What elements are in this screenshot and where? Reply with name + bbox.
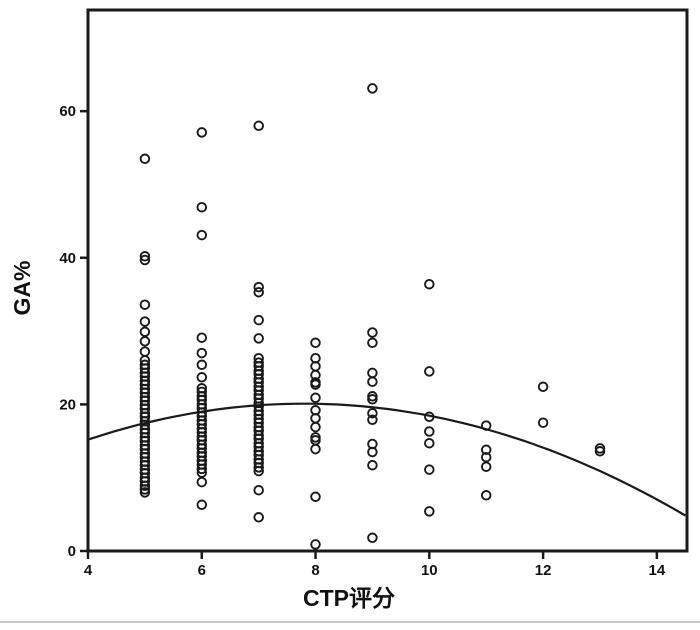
data-point <box>253 314 264 326</box>
data-point <box>196 372 208 383</box>
data-point <box>196 229 208 241</box>
data-point <box>424 506 435 517</box>
data-point <box>196 499 208 511</box>
data-point <box>480 444 492 456</box>
data-point <box>253 465 264 477</box>
data-point <box>139 480 151 492</box>
data-point <box>367 414 378 426</box>
y-tick-label: 0 <box>68 543 76 560</box>
data-point <box>196 201 208 213</box>
data-point <box>253 281 264 293</box>
data-points-group <box>139 83 606 550</box>
data-point <box>196 359 208 371</box>
data-point <box>253 120 264 132</box>
data-point <box>480 420 492 431</box>
y-axis-label: GA% <box>9 261 35 316</box>
data-point <box>253 333 264 344</box>
data-point <box>480 461 492 472</box>
data-point <box>480 490 492 501</box>
data-point <box>196 463 208 475</box>
data-point <box>310 421 321 433</box>
data-point <box>139 153 151 165</box>
x-tick-label: 14 <box>649 562 666 579</box>
x-tick-label: 10 <box>421 562 438 579</box>
data-point <box>367 367 378 379</box>
data-point <box>367 327 378 338</box>
data-point <box>196 476 208 488</box>
x-tick-label: 4 <box>84 562 93 579</box>
data-point <box>367 532 378 544</box>
data-point <box>310 539 321 550</box>
data-point <box>253 484 264 496</box>
data-point <box>139 299 151 310</box>
data-point <box>139 316 151 327</box>
data-point <box>424 411 435 423</box>
fit-curve-group <box>87 402 686 517</box>
data-point <box>424 426 435 437</box>
axis-tick-labels: 4 6 8 10 12 14 0 20 40 60 <box>59 103 666 579</box>
data-point <box>310 337 321 349</box>
data-point <box>310 392 321 404</box>
y-tick-label: 60 <box>59 103 76 120</box>
x-axis-label: CTP评分 <box>303 585 395 611</box>
data-point <box>253 286 264 298</box>
data-point <box>537 381 549 393</box>
data-point <box>594 446 606 457</box>
fit-curve <box>87 402 686 517</box>
data-point <box>196 332 208 343</box>
axis-ticks <box>80 109 659 559</box>
data-point <box>367 394 378 405</box>
data-point <box>196 347 208 359</box>
x-tick-label: 8 <box>311 562 319 579</box>
data-point <box>367 376 378 387</box>
data-point <box>367 446 378 458</box>
data-point <box>253 462 264 473</box>
data-point <box>367 407 378 419</box>
data-point <box>253 512 264 523</box>
plot-frame <box>86 8 689 553</box>
data-point <box>139 487 151 498</box>
data-point <box>196 127 208 138</box>
data-point <box>310 443 321 455</box>
data-point <box>424 366 435 377</box>
data-point <box>310 491 321 503</box>
y-tick-label: 20 <box>59 396 76 413</box>
data-point <box>367 459 378 471</box>
data-point <box>537 417 549 428</box>
data-point <box>139 326 151 338</box>
y-tick-label: 40 <box>59 250 76 267</box>
data-point <box>139 251 151 262</box>
data-point <box>139 254 151 266</box>
data-point <box>310 379 321 390</box>
data-point <box>424 278 435 290</box>
x-tick-label: 12 <box>535 562 552 579</box>
data-point <box>139 336 151 347</box>
data-point <box>424 464 435 475</box>
data-point <box>367 83 378 94</box>
x-tick-label: 6 <box>198 562 206 579</box>
data-point <box>367 337 378 349</box>
data-point <box>424 437 435 449</box>
data-point <box>139 346 151 357</box>
bottom-divider <box>0 621 700 623</box>
